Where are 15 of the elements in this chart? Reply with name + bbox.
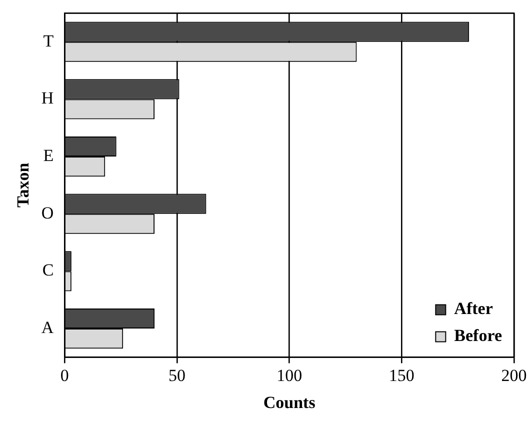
- legend-label: After: [454, 299, 494, 318]
- y-tick-label: H: [41, 88, 54, 108]
- x-tick-label: 50: [168, 366, 186, 385]
- x-tick-label: 200: [501, 366, 527, 385]
- y-tick-label: A: [41, 318, 54, 337]
- y-tick-label: O: [41, 203, 54, 222]
- y-tick-label: T: [43, 31, 54, 50]
- x-tick-label: 100: [276, 366, 302, 385]
- y-axis-title: Taxon: [14, 162, 33, 208]
- legend-label: Before: [454, 326, 502, 346]
- x-tick-label: 150: [388, 366, 414, 385]
- y-tick-label: E: [43, 146, 54, 165]
- y-tick-label: C: [42, 260, 54, 280]
- x-axis-title: Counts: [263, 393, 316, 412]
- x-tick-label: 0: [60, 366, 69, 385]
